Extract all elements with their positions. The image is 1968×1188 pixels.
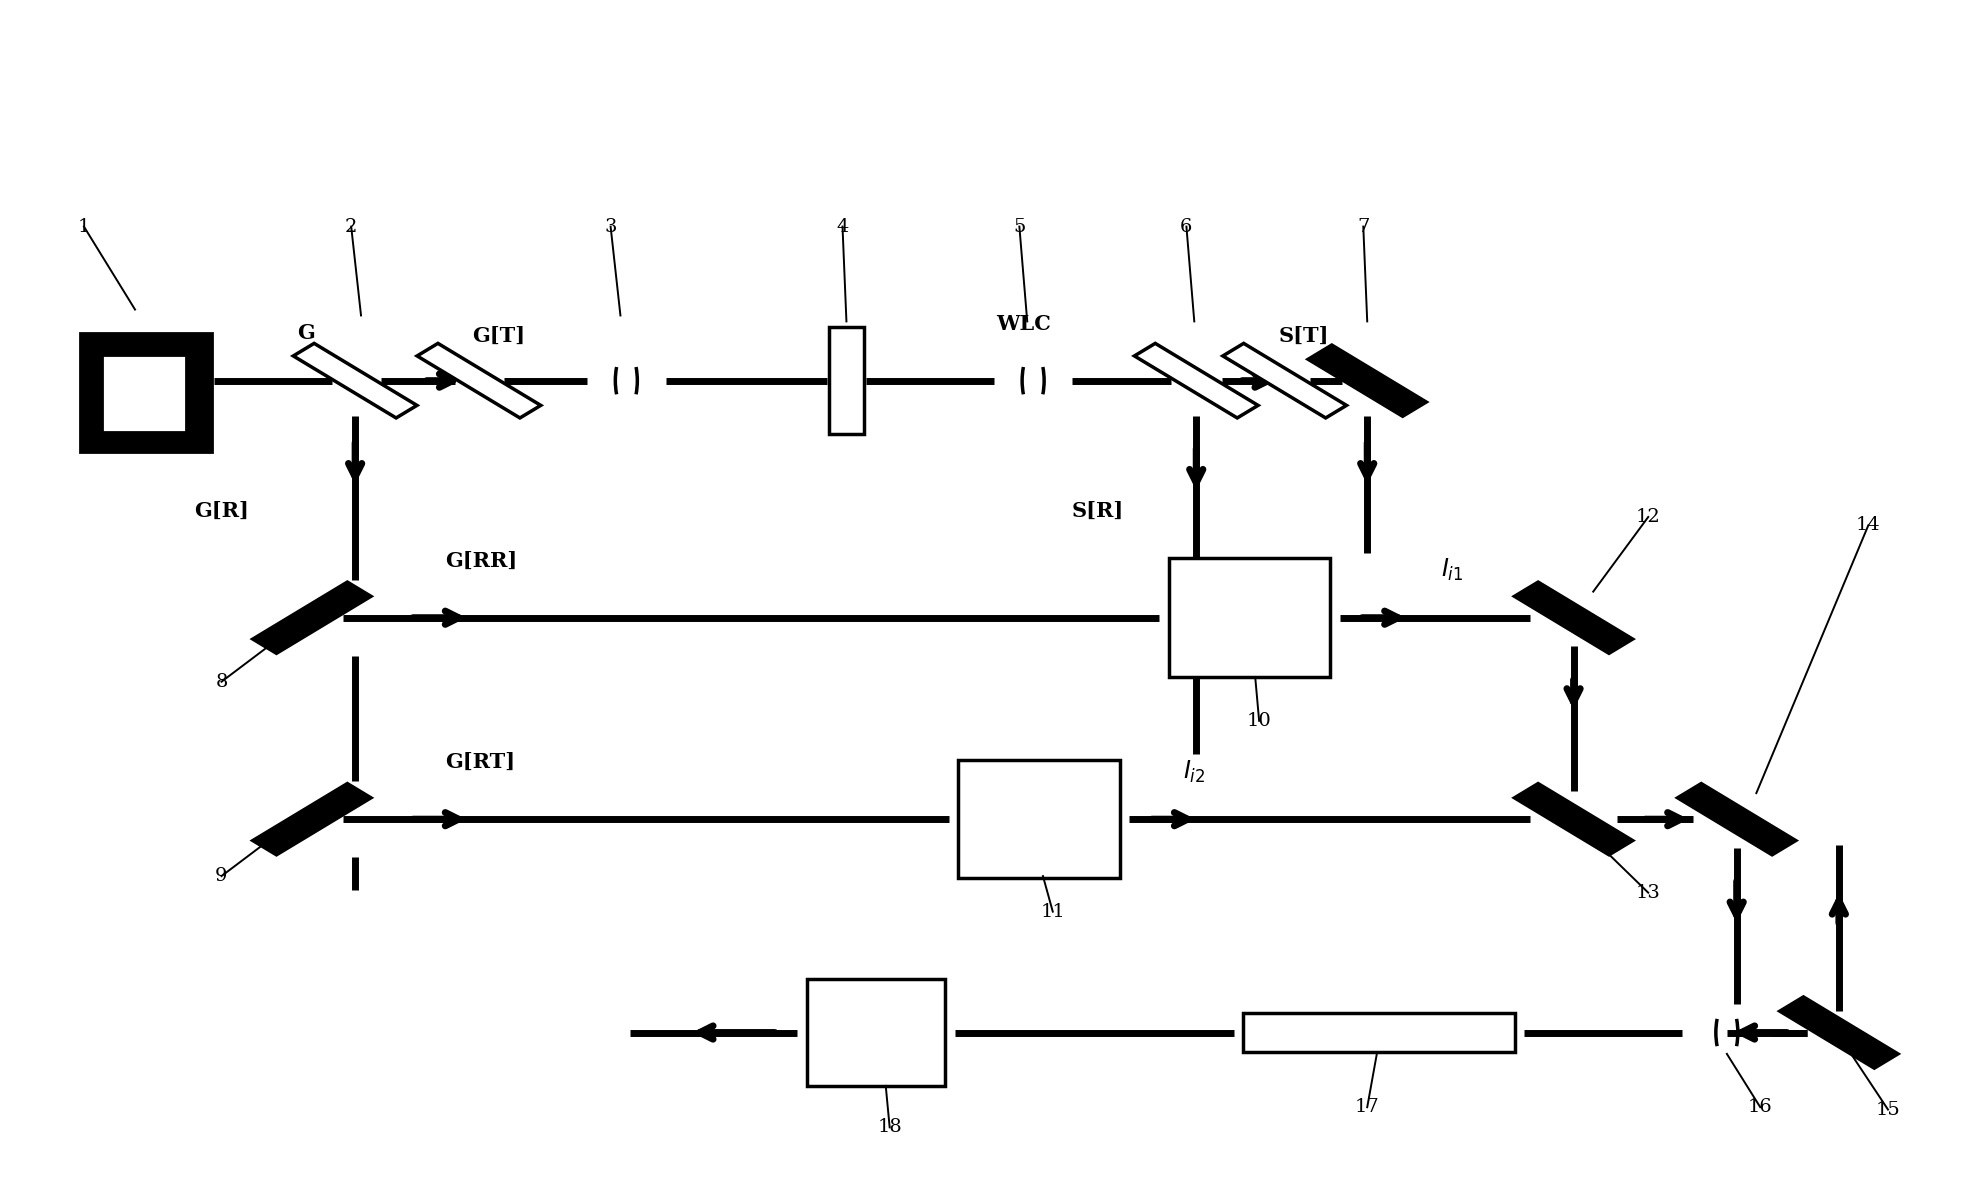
Text: 6: 6: [1181, 217, 1193, 235]
Polygon shape: [1677, 784, 1795, 855]
Text: 17: 17: [1354, 1098, 1380, 1117]
Text: 1: 1: [79, 217, 91, 235]
Polygon shape: [1222, 343, 1346, 418]
Text: S[R]: S[R]: [1073, 501, 1124, 522]
Text: G: G: [297, 323, 315, 343]
Polygon shape: [1515, 784, 1633, 855]
Text: 15: 15: [1876, 1100, 1901, 1119]
Text: 8: 8: [215, 672, 228, 690]
Text: 9: 9: [215, 867, 228, 885]
Polygon shape: [252, 784, 370, 855]
Polygon shape: [1515, 582, 1633, 653]
Text: WLC: WLC: [996, 314, 1051, 334]
Text: G[RR]: G[RR]: [445, 551, 518, 570]
Text: G[T]: G[T]: [472, 326, 525, 346]
Text: $I_{i2}$: $I_{i2}$: [1183, 759, 1206, 785]
Bar: [958, 760, 1120, 878]
Text: 4: 4: [836, 217, 848, 235]
Bar: [807, 979, 945, 1086]
Text: 3: 3: [604, 217, 616, 235]
Text: S[T]: S[T]: [1279, 326, 1330, 346]
Bar: [1169, 558, 1330, 677]
Text: $I_{i1}$: $I_{i1}$: [1441, 557, 1462, 583]
Text: 12: 12: [1635, 508, 1661, 526]
Polygon shape: [1309, 345, 1427, 416]
Text: 10: 10: [1248, 712, 1271, 729]
Bar: [81, 334, 213, 451]
Polygon shape: [1134, 343, 1258, 418]
Polygon shape: [417, 343, 541, 418]
Text: G[RT]: G[RT]: [445, 752, 516, 772]
Bar: [829, 328, 864, 434]
Polygon shape: [252, 582, 370, 653]
Text: 13: 13: [1635, 884, 1661, 902]
Bar: [1244, 1013, 1515, 1053]
Text: 16: 16: [1748, 1098, 1773, 1117]
Text: 2: 2: [344, 217, 358, 235]
Text: G[R]: G[R]: [195, 501, 248, 522]
Polygon shape: [1779, 997, 1897, 1068]
Text: 7: 7: [1358, 217, 1370, 235]
Text: 18: 18: [878, 1118, 901, 1137]
Text: 11: 11: [1041, 903, 1065, 921]
Text: 14: 14: [1856, 517, 1881, 535]
Bar: [102, 354, 187, 431]
Text: 5: 5: [1014, 217, 1025, 235]
Polygon shape: [293, 343, 417, 418]
